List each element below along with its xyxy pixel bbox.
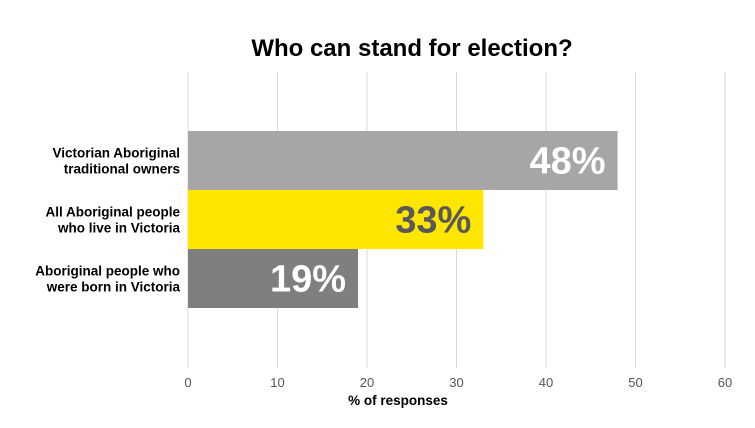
category-label: Victorian Aboriginal traditional owners <box>52 146 180 177</box>
category-labels: Victorian Aboriginal traditional owners Al… <box>35 146 180 295</box>
category-label: All Aboriginal people who live in Victori… <box>45 205 180 236</box>
x-tick-label: 10 <box>270 375 284 390</box>
bar <box>188 249 359 308</box>
x-axis-ticks: 0 10 20 30 40 50 60 <box>184 375 732 390</box>
chart-title: Who can stand for election? <box>251 35 572 62</box>
bar <box>188 190 484 249</box>
x-tick-label: 0 <box>184 375 191 390</box>
bar-value-label: 33% <box>395 200 471 242</box>
bar <box>188 131 618 190</box>
x-tick-label: 50 <box>628 375 642 390</box>
x-axis-label: % of responses <box>348 393 448 408</box>
bar-value-label: 19% <box>270 259 346 301</box>
x-tick-label: 40 <box>539 375 553 390</box>
x-tick-label: 20 <box>360 375 374 390</box>
bar-value-label: 48% <box>530 141 606 183</box>
bars: 48% 33% 19% <box>188 131 618 308</box>
x-tick-label: 30 <box>449 375 463 390</box>
x-tick-label: 60 <box>718 375 732 390</box>
category-label: Aboriginal people who were born in Victor… <box>35 264 180 295</box>
